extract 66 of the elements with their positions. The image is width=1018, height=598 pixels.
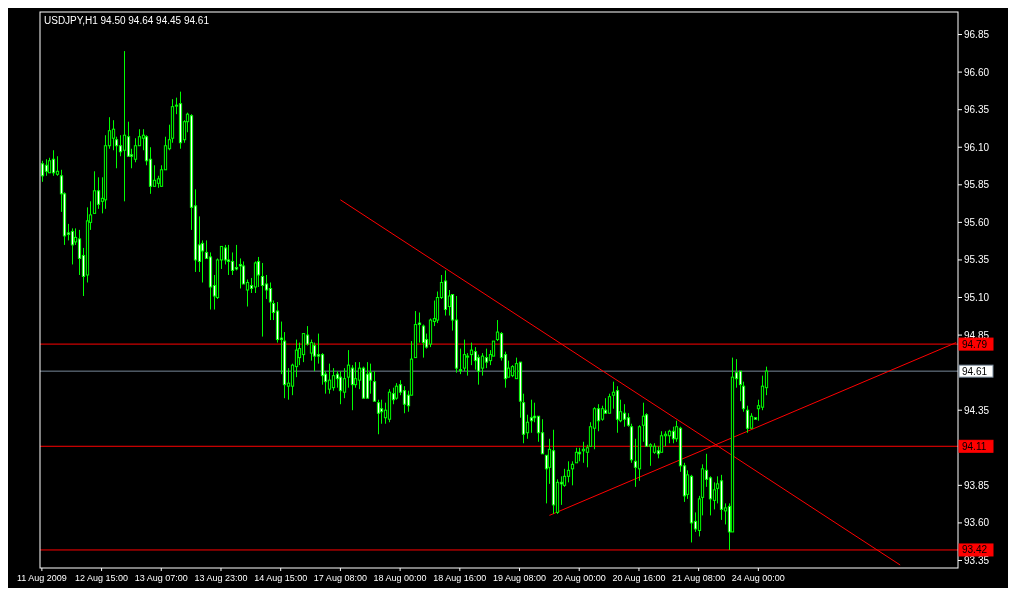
candlestick [133,137,138,163]
x-tick-label: 14 Aug 15:00 [254,573,308,583]
ref-line-label: 94.79 [962,338,988,350]
y-tick-label: 96.85 [964,29,990,41]
candlestick [234,244,239,271]
x-tick-label: 13 Aug 07:00 [134,573,188,583]
candlestick [346,349,351,389]
x-tick-label: 20 Aug 00:00 [552,573,606,583]
ref-line-label: 94.11 [962,440,987,452]
candlestick [353,361,358,389]
y-tick-label: 96.35 [964,104,990,116]
x-tick-label: 11 Aug 2009 [16,573,67,583]
candlestick [260,262,265,338]
ref-line-label: 93.42 [962,544,988,556]
candlestick [458,348,463,375]
candlestick [264,274,269,300]
candlestick [641,402,646,443]
y-tick-label: 94.85 [964,329,990,341]
candlestick [92,170,97,214]
y-tick-label: 95.10 [964,292,990,304]
ref-line-label: 94.61 [962,365,988,377]
candlestick [592,406,597,450]
x-tick-label: 24 Aug 00:00 [731,573,785,583]
candlestick [368,363,373,395]
y-tick-label: 96.60 [964,66,990,78]
y-tick-label: 94.35 [964,404,990,416]
candlestick [376,399,381,435]
candlestick [118,134,123,157]
y-tick-label: 93.85 [964,479,990,491]
x-tick-label: 19 Aug 08:00 [492,573,547,583]
candlestick [372,370,377,402]
candlestick [122,50,127,202]
chart-title: USDJPY,H1 94.50 94.64 94.45 94.61 [44,15,210,26]
candlestick [462,339,467,372]
x-tick-label: 21 Aug 08:00 [672,573,726,583]
candlestick [350,364,355,411]
y-tick-label: 95.60 [964,216,990,228]
x-tick-label: 17 Aug 08:00 [313,573,367,583]
candlestick [238,257,243,289]
candlestick [301,333,306,363]
y-tick-label: 96.10 [964,141,990,153]
candlestick [529,399,534,434]
candlestick [96,176,101,210]
candlestick [268,281,273,321]
candlestick [402,385,407,414]
x-tick-label: 20 Aug 16:00 [612,573,666,583]
y-tick-label: 93.35 [964,554,990,566]
candlestick [465,352,470,377]
candlestick [327,363,332,395]
y-tick-label: 95.35 [964,254,990,266]
x-tick-label: 13 Aug 23:00 [194,573,248,583]
candlestick [226,244,231,276]
y-tick-label: 95.85 [964,179,990,191]
candlestick [480,352,485,377]
candlestick [379,399,384,425]
candlestick [312,342,317,372]
y-tick-label: 93.60 [964,517,990,529]
x-tick-label: 12 Aug 15:00 [75,573,129,583]
x-tick-label: 18 Aug 00:00 [373,573,427,583]
candlestick [469,342,474,366]
candlestick [566,460,571,483]
candlestick [230,251,235,276]
x-tick-label: 18 Aug 16:00 [433,573,487,583]
candlestick [342,367,347,399]
candlestick [55,155,60,177]
candlestick [540,418,545,455]
